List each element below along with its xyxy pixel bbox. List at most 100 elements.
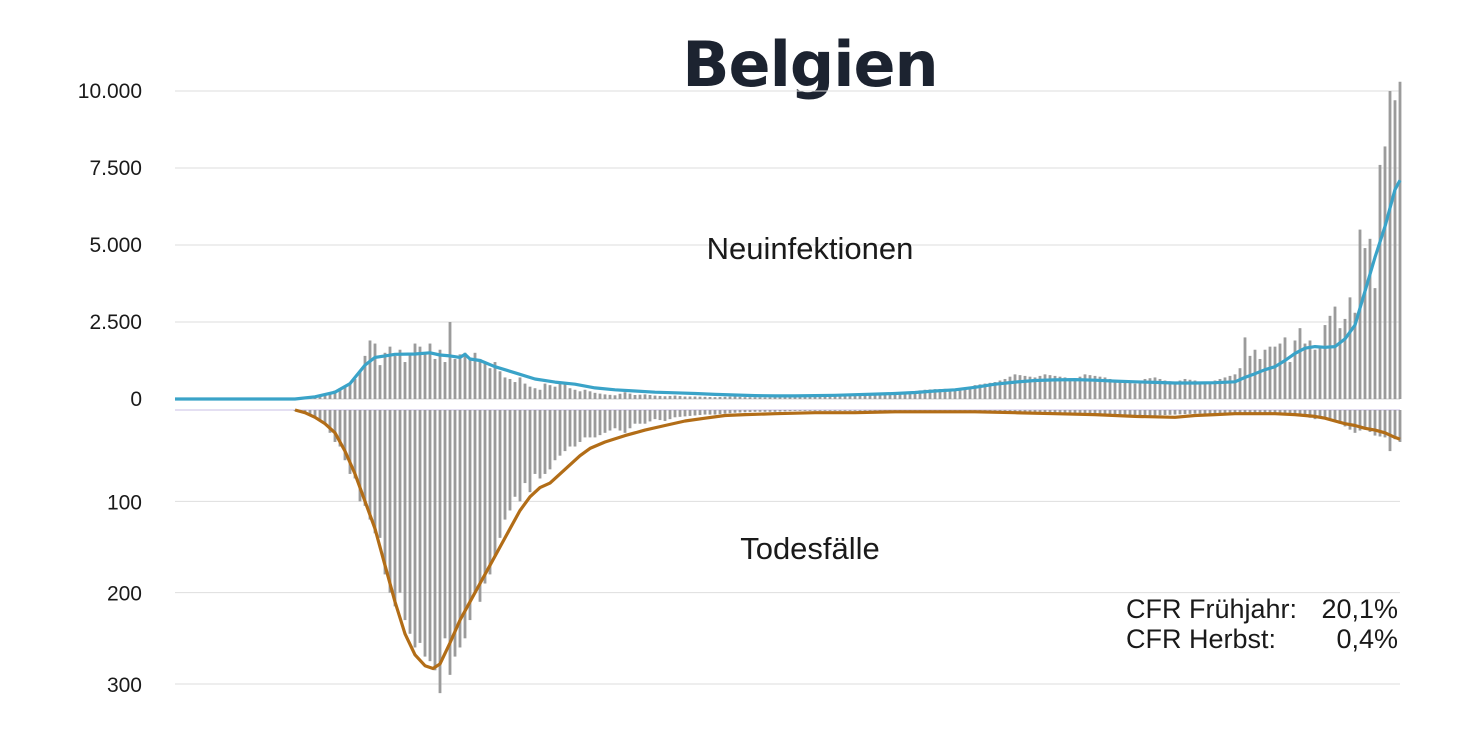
bar-upper (733, 396, 737, 399)
bar-lower (703, 410, 707, 415)
bar-upper (408, 352, 412, 399)
bar-lower (1173, 410, 1177, 415)
bar-upper (1273, 346, 1277, 399)
bar-lower (1218, 410, 1222, 414)
bar-upper (1003, 378, 1007, 399)
bar-upper (1048, 375, 1052, 399)
bar-lower (1258, 410, 1262, 414)
bar-upper (1153, 377, 1157, 399)
bar-upper (908, 391, 912, 399)
bar-upper (868, 393, 872, 399)
bar-upper (418, 346, 422, 399)
bar-lower (423, 410, 427, 657)
bar-upper (968, 386, 972, 399)
bar-lower (1203, 410, 1207, 414)
bar-lower (1188, 410, 1192, 414)
bar-lower (638, 410, 642, 424)
bar-lower (548, 410, 552, 470)
bar-upper (643, 394, 647, 399)
bar-lower (398, 410, 402, 593)
bar-lower (543, 410, 547, 474)
bar-upper (978, 384, 982, 399)
bar-upper (618, 393, 622, 399)
y-tick-label: 300 (107, 674, 142, 697)
bar-lower (1148, 410, 1152, 416)
bar-lower (1378, 410, 1382, 437)
chart-title: Belgien (682, 28, 938, 101)
bar-upper (388, 346, 392, 399)
bar-upper (768, 397, 772, 399)
y-tick-label: 0 (130, 388, 142, 411)
bar-upper (1053, 375, 1057, 399)
bar-lower (438, 410, 442, 694)
bar-upper (488, 368, 492, 399)
bar-upper (788, 397, 792, 399)
cfr-value-autumn: 0,4% (1336, 624, 1398, 654)
bar-lower (513, 410, 517, 497)
bar-upper (458, 354, 462, 399)
bar-lower (1163, 410, 1167, 416)
bar-upper (943, 388, 947, 399)
bar-upper (383, 352, 387, 399)
bar-upper (988, 382, 992, 399)
bar-upper (1093, 375, 1097, 399)
bar-lower (768, 410, 772, 412)
bar-upper (823, 396, 827, 399)
bar-upper (1108, 378, 1112, 399)
bar-lower (738, 410, 742, 413)
bar-lower (1363, 410, 1367, 429)
bar-upper (1193, 380, 1197, 399)
bar-lower (708, 410, 712, 415)
bar-lower (843, 410, 847, 411)
bar-upper (693, 396, 697, 399)
bar-lower (1273, 410, 1277, 414)
bar-lower (468, 410, 472, 621)
bar-lower (1373, 410, 1377, 436)
bar-lower (698, 410, 702, 416)
bar-lower (1043, 410, 1047, 413)
bar-upper (1023, 375, 1027, 399)
bar-lower (563, 410, 567, 452)
bar-upper (628, 393, 632, 399)
bar-upper (1313, 349, 1317, 399)
bar-lower (393, 410, 397, 607)
bar-upper (1123, 382, 1127, 399)
bar-upper (1308, 340, 1312, 399)
bar-upper (528, 386, 532, 399)
bar-upper (853, 394, 857, 399)
bar-upper (608, 394, 612, 399)
bar-upper (348, 383, 352, 399)
bar-lower (583, 410, 587, 438)
bar-upper (928, 389, 932, 399)
bar-upper (658, 395, 662, 399)
bar-upper (758, 397, 762, 399)
bar-upper (683, 396, 687, 399)
bar-upper (1008, 376, 1012, 399)
bar-upper (1203, 383, 1207, 399)
bar-lower (353, 410, 357, 479)
bar-upper (1283, 337, 1287, 399)
bar-lower (618, 410, 622, 431)
bar-lower (1243, 410, 1247, 414)
bar-upper (1388, 91, 1392, 399)
bar-lower (413, 410, 417, 648)
bar-lower (1083, 410, 1087, 415)
bar-upper (903, 392, 907, 399)
bar-upper (1188, 379, 1192, 399)
bar-upper (1398, 81, 1402, 399)
bar-lower (568, 410, 572, 447)
bar-upper (1143, 378, 1147, 399)
bar-lower (1093, 410, 1097, 415)
bar-upper (553, 386, 557, 399)
lower-bars (293, 410, 1402, 694)
bar-lower (593, 410, 597, 438)
bar-upper (858, 394, 862, 399)
bar-lower (1393, 410, 1397, 440)
bar-upper (653, 395, 657, 399)
bar-upper (1318, 346, 1322, 399)
bar-lower (693, 410, 697, 416)
bar-lower (448, 410, 452, 675)
bar-upper (773, 397, 777, 399)
bar-lower (473, 410, 477, 593)
